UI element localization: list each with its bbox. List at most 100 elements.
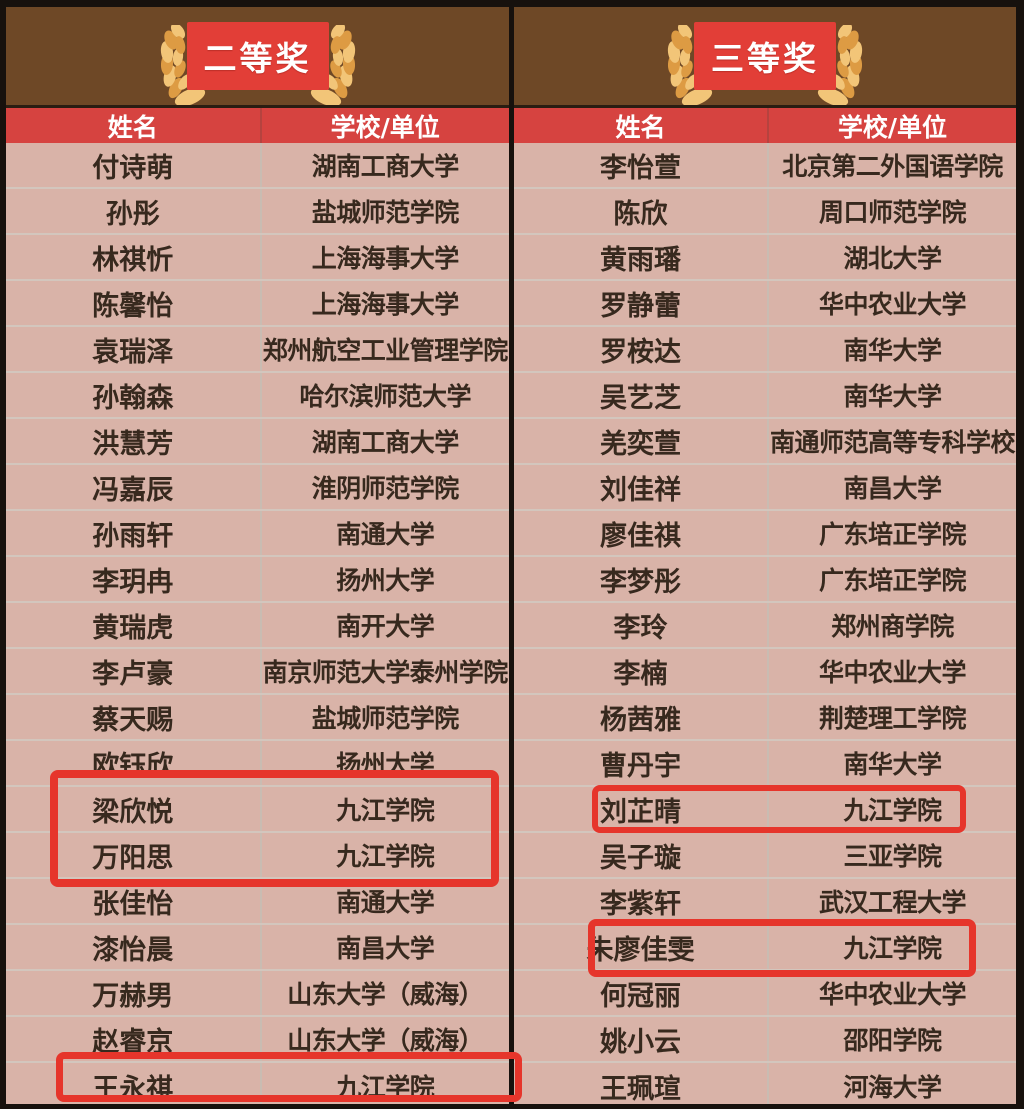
winner-name-cell: 漆怡晨 — [6, 925, 262, 969]
award-badge-label: 三等奖 — [711, 39, 819, 78]
winner-name-cell: 李玥冉 — [6, 557, 262, 601]
winner-school-cell: 广东培正学院 — [818, 520, 967, 549]
winner-name-cell: 洪慧芳 — [6, 419, 262, 463]
table-row: 李紫轩 武汉工程大学 — [514, 879, 1016, 925]
winner-name-cell: 万阳思 — [6, 833, 262, 877]
table-row: 姚小云 邵阳学院 — [514, 1017, 1016, 1063]
award-badge: 三等奖 — [694, 22, 836, 90]
table-row: 李玥冉 扬州大学 — [6, 557, 509, 603]
winner-name-cell: 刘芷晴 — [514, 787, 770, 831]
award-badge-label: 二等奖 — [203, 39, 312, 78]
winner-school-cell: 湖南工商大学 — [311, 428, 460, 457]
column-header-name: 姓名 — [6, 108, 262, 143]
winner-school-cell: 九江学院 — [336, 842, 435, 871]
table-row: 袁瑞泽 郑州航空工业管理学院 — [6, 327, 509, 373]
winner-school-cell: 淮阴师范学院 — [311, 474, 460, 503]
winner-name-cell: 李玲 — [514, 603, 770, 647]
winner-school-cell: 上海海事大学 — [311, 290, 460, 319]
second-prize-panel: 二等奖 姓名 学校/单位 付诗萌 湖南工商大学 孙彤 盐城师范学院 林祺忻 — [6, 7, 509, 1109]
table-row: 漆怡晨 南昌大学 — [6, 925, 509, 971]
winner-school-cell: 扬州大学 — [336, 566, 435, 595]
winner-name-cell: 罗桉达 — [514, 327, 770, 371]
winner-school-cell: 南通大学 — [336, 520, 435, 549]
winner-school-cell: 南昌大学 — [336, 934, 435, 963]
winner-school-cell: 南开大学 — [336, 612, 435, 641]
table-row: 冯嘉辰 淮阴师范学院 — [6, 465, 509, 511]
winner-name-cell: 黄雨璠 — [514, 235, 770, 279]
winner-school-cell: 山东大学（威海） — [287, 1026, 484, 1055]
table-row: 曹丹宇 南华大学 — [514, 741, 1016, 787]
table-row: 李楠 华中农业大学 — [514, 649, 1016, 695]
winner-name-cell: 蔡天赐 — [6, 695, 262, 739]
table-row: 廖佳祺 广东培正学院 — [514, 511, 1016, 557]
laurel-wreath-icon — [667, 25, 864, 105]
winner-name-cell: 王永祺 — [6, 1063, 262, 1109]
winner-school-cell: 哈尔滨师范大学 — [299, 382, 471, 411]
bottom-frame-edge — [0, 1104, 1024, 1109]
table-row: 刘芷晴 九江学院 — [514, 787, 1016, 833]
winner-school-cell: 华中农业大学 — [818, 658, 967, 687]
winner-name-cell: 欧钰欣 — [6, 741, 262, 785]
table-row: 王珮瑄 河海大学 — [514, 1063, 1016, 1109]
winner-school-cell: 三亚学院 — [843, 842, 942, 871]
table-row: 梁欣悦 九江学院 — [6, 787, 509, 833]
winner-school-cell: 湖南工商大学 — [311, 152, 460, 181]
winner-name-cell: 曹丹宇 — [514, 741, 770, 785]
table-row: 吴子璇 三亚学院 — [514, 833, 1016, 879]
winner-school-cell: 荆楚理工学院 — [818, 704, 967, 733]
winner-name-cell: 付诗萌 — [6, 143, 262, 187]
winner-name-cell: 孙彤 — [6, 189, 262, 233]
column-header-name: 姓名 — [514, 108, 770, 143]
winner-name-cell: 吴艺芝 — [514, 373, 770, 417]
column-header-school: 学校/单位 — [837, 112, 948, 142]
column-header-school: 学校/单位 — [330, 112, 440, 142]
winner-school-cell: 南通师范高等专科学校 — [769, 428, 1016, 457]
winner-name-cell: 李梦彤 — [514, 557, 770, 601]
winner-name-cell: 朱廖佳雯 — [514, 925, 770, 969]
table-row: 陈馨怡 上海海事大学 — [6, 281, 509, 327]
table-row: 朱廖佳雯 九江学院 — [514, 925, 1016, 971]
winner-name-cell: 梁欣悦 — [6, 787, 262, 831]
winner-name-cell: 赵睿京 — [6, 1017, 262, 1061]
laurel-wreath-icon — [160, 25, 356, 105]
winners-table: 李怡萱 北京第二外国语学院 陈欣 周口师范学院 黄雨璠 湖北大学 罗静蕾 华中农… — [514, 143, 1016, 1109]
winner-school-cell: 河海大学 — [843, 1073, 942, 1102]
winner-name-cell: 孙翰森 — [6, 373, 262, 417]
table-row: 罗桉达 南华大学 — [514, 327, 1016, 373]
winner-school-cell: 盐城师范学院 — [311, 198, 460, 227]
table-header: 姓名 学校/单位 — [6, 105, 509, 143]
winner-name-cell: 杨茜雅 — [514, 695, 770, 739]
winner-name-cell: 何冠丽 — [514, 971, 770, 1015]
winner-name-cell: 李卢豪 — [6, 649, 262, 693]
winner-school-cell: 郑州商学院 — [831, 612, 954, 641]
winner-name-cell: 张佳怡 — [6, 879, 262, 923]
table-row: 羌奕萱 南通师范高等专科学校 — [514, 419, 1016, 465]
winner-school-cell: 华中农业大学 — [818, 980, 967, 1009]
table-row: 李怡萱 北京第二外国语学院 — [514, 143, 1016, 189]
winner-school-cell: 湖北大学 — [843, 244, 942, 273]
winner-school-cell: 武汉工程大学 — [818, 888, 967, 917]
winner-name-cell: 孙雨轩 — [6, 511, 262, 555]
table-row: 赵睿京 山东大学（威海） — [6, 1017, 509, 1063]
winner-name-cell: 李紫轩 — [514, 879, 770, 923]
third-prize-panel: 三等奖 姓名 学校/单位 李怡萱 北京第二外国语学院 陈欣 周口师范学院 黄雨璠 — [514, 7, 1016, 1109]
winner-name-cell: 陈欣 — [514, 189, 770, 233]
winner-name-cell: 袁瑞泽 — [6, 327, 262, 371]
winner-school-cell: 华中农业大学 — [818, 290, 967, 319]
winner-name-cell: 刘佳祥 — [514, 465, 770, 509]
winner-school-cell: 九江学院 — [843, 796, 942, 825]
award-badge: 二等奖 — [186, 22, 329, 90]
table-row: 李玲 郑州商学院 — [514, 603, 1016, 649]
winner-name-cell: 罗静蕾 — [514, 281, 770, 325]
table-row: 付诗萌 湖南工商大学 — [6, 143, 509, 189]
winner-school-cell: 上海海事大学 — [311, 244, 460, 273]
table-row: 王永祺 九江学院 — [6, 1063, 509, 1109]
winner-school-cell: 广东培正学院 — [818, 566, 967, 595]
winner-name-cell: 李怡萱 — [514, 143, 770, 187]
winner-school-cell: 九江学院 — [336, 796, 435, 825]
table-row: 吴艺芝 南华大学 — [514, 373, 1016, 419]
winner-school-cell: 南华大学 — [843, 382, 942, 411]
winner-name-cell: 姚小云 — [514, 1017, 770, 1061]
winner-school-cell: 北京第二外国语学院 — [782, 152, 1003, 181]
